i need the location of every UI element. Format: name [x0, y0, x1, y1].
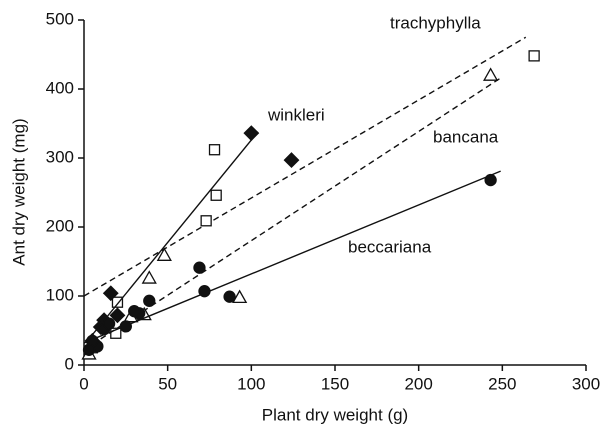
y-tick-label: 300 — [46, 147, 74, 166]
fit-line — [85, 131, 259, 344]
point — [143, 294, 156, 307]
x-tick-label: 250 — [488, 374, 516, 393]
point — [528, 50, 540, 62]
x-tick-label: 100 — [237, 374, 265, 393]
fit-line — [83, 170, 501, 344]
point — [484, 173, 497, 187]
fit-line — [83, 36, 527, 297]
y-tick-label: 0 — [65, 354, 74, 373]
point — [210, 189, 222, 201]
point — [156, 247, 172, 261]
y-tick-label: 200 — [46, 216, 74, 235]
series-label: beccariana — [348, 237, 432, 256]
point — [128, 305, 141, 318]
point — [223, 290, 236, 303]
x-tick-label: 50 — [158, 374, 177, 393]
point — [208, 144, 221, 156]
y-axis-title: Ant dry weight (mg) — [9, 118, 28, 265]
point — [82, 343, 96, 356]
point — [483, 67, 499, 81]
series-label: bancana — [433, 127, 499, 146]
point — [193, 261, 206, 274]
point — [243, 125, 260, 142]
x-axis-title: Plant dry weight (g) — [262, 405, 408, 424]
point — [102, 285, 119, 302]
y-tick-label: 100 — [46, 285, 74, 304]
y-tick-label: 500 — [46, 9, 74, 28]
point — [200, 215, 212, 227]
x-tick-label: 300 — [572, 374, 600, 393]
point — [198, 285, 211, 298]
point — [111, 296, 124, 308]
point — [283, 152, 300, 168]
x-tick-label: 0 — [79, 374, 88, 393]
series-label: winkleri — [267, 105, 325, 124]
x-tick-label: 200 — [404, 374, 432, 393]
series-label: trachyphylla — [390, 13, 481, 32]
point — [110, 327, 122, 339]
x-tick-label: 150 — [321, 374, 349, 393]
point — [119, 320, 132, 333]
point — [141, 270, 157, 284]
y-tick-label: 400 — [46, 78, 74, 97]
point — [232, 289, 248, 304]
point — [109, 307, 126, 324]
point — [102, 317, 116, 330]
